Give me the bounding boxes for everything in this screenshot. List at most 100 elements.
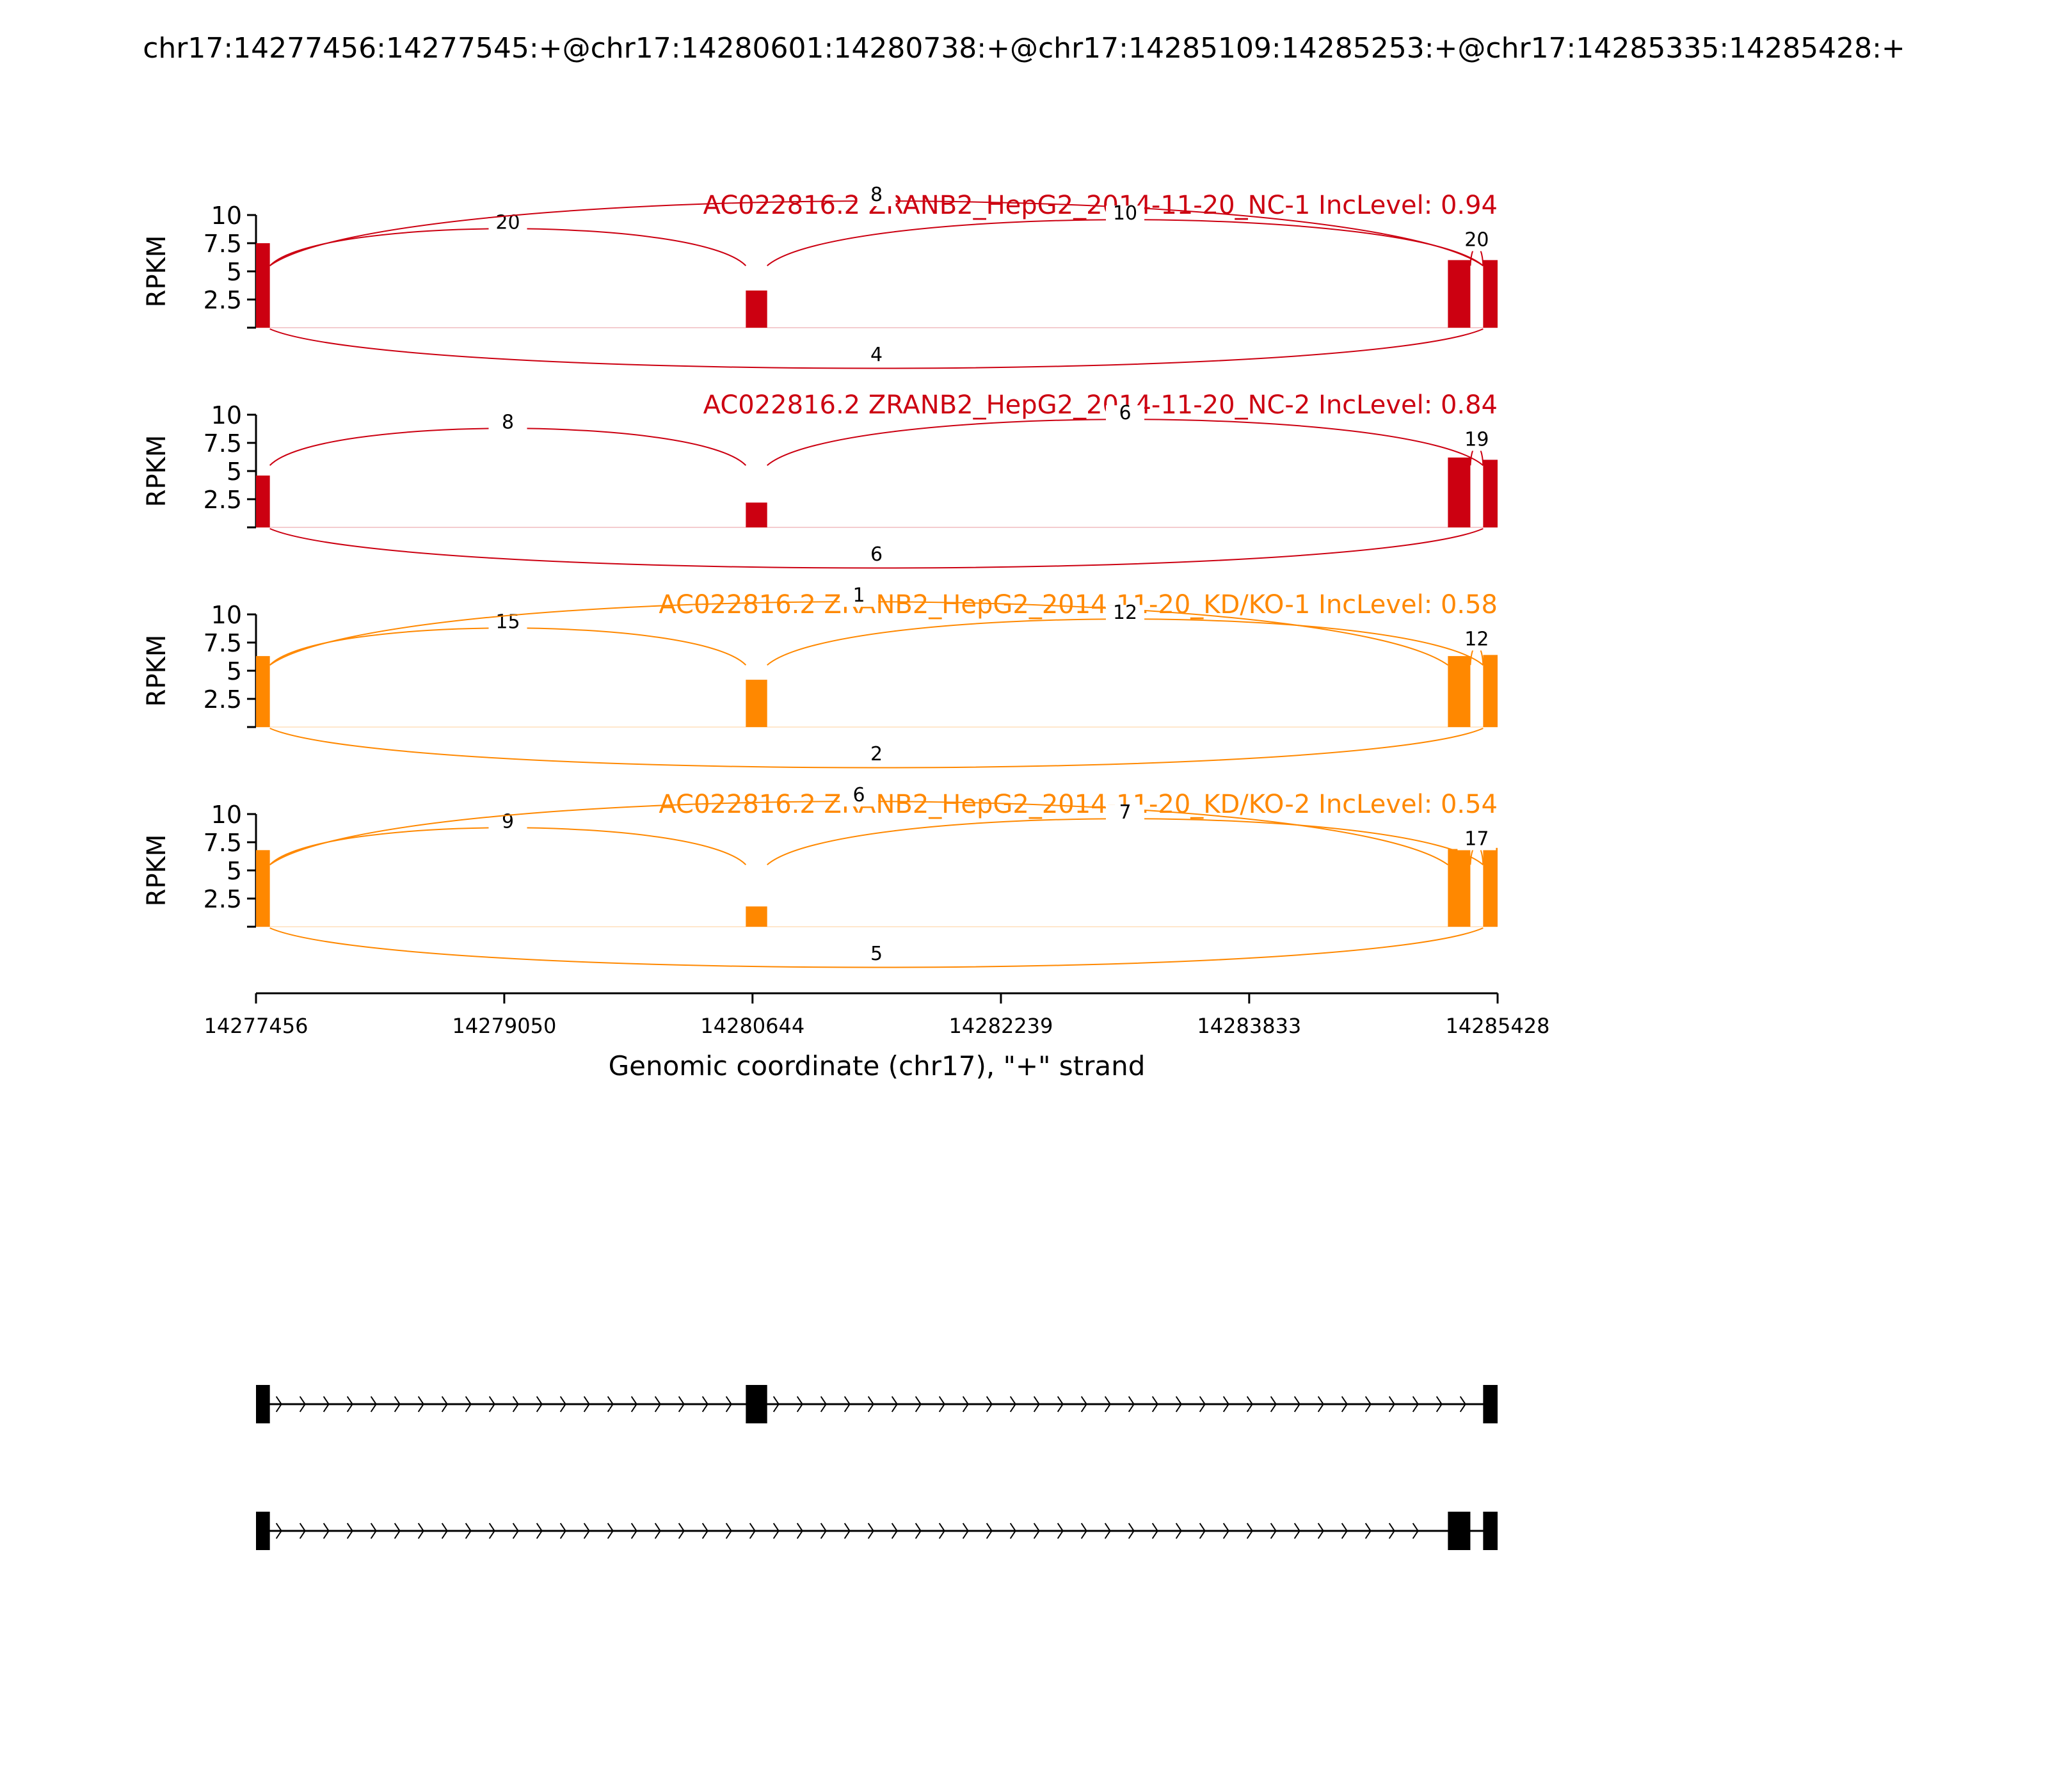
strand-arrow (1222, 1396, 1229, 1412)
junction-arc (767, 618, 1484, 666)
strand-arrow (299, 1396, 306, 1412)
junction-label-bg (857, 347, 896, 366)
isoform-exon (1448, 1512, 1471, 1550)
y-tick-label: 5 (227, 258, 242, 286)
y-axis-label: RPKM (142, 236, 172, 308)
strand-arrow (1057, 1396, 1064, 1412)
strand-arrow (1388, 1523, 1395, 1539)
strand-arrow (749, 1523, 756, 1539)
junction-count-label: 6 (1119, 402, 1131, 424)
y-tick-label: 10 (211, 401, 242, 429)
junction-label-bg (857, 946, 896, 965)
y-axis-label: RPKM (142, 835, 172, 907)
strand-arrow (583, 1523, 590, 1539)
strand-arrow (465, 1523, 472, 1539)
strand-arrow (275, 1523, 282, 1539)
strand-arrow (1104, 1396, 1111, 1412)
x-tick-label: 14280644 (700, 1014, 804, 1038)
y-tick-label: 7.5 (204, 429, 242, 458)
isoform-exon (746, 1385, 767, 1423)
isoform-exon (256, 1512, 270, 1550)
y-tick-label: 10 (211, 801, 242, 829)
strand-arrow (1317, 1523, 1324, 1539)
strand-arrow (630, 1396, 637, 1412)
junction-count-label: 2 (870, 743, 883, 765)
junction-label-bg (488, 414, 527, 434)
strand-arrow (607, 1523, 614, 1539)
track-2: 2.557.510 RPKM AC022816.2 ZRANB2_HepG2_201… (142, 390, 1498, 569)
junction-count-label: 9 (502, 810, 514, 833)
junction-count-label: 5 (870, 943, 883, 965)
y-tick-label: 2.5 (204, 885, 242, 913)
strand-arrow (1364, 1523, 1372, 1539)
exon-coverage-bar (746, 906, 767, 927)
strand-arrow (678, 1523, 685, 1539)
strand-arrow (323, 1396, 330, 1412)
strand-arrow (1412, 1523, 1419, 1539)
strand-arrow (323, 1523, 330, 1539)
strand-arrow (796, 1396, 803, 1412)
junction-count-label: 4 (870, 344, 883, 366)
strand-arrow (725, 1396, 732, 1412)
junction-label-bg (1106, 405, 1145, 425)
junction-count-label: 15 (495, 611, 520, 633)
junction-arc (269, 728, 1484, 769)
strand-arrow (607, 1396, 614, 1412)
strand-arrow (1364, 1396, 1372, 1412)
exon-coverage-bar (256, 243, 270, 328)
isoform-exon (1483, 1512, 1498, 1550)
y-tick-label: 7.5 (204, 829, 242, 857)
strand-arrow (915, 1396, 922, 1412)
strand-arrow (1317, 1396, 1324, 1412)
strand-arrow (441, 1523, 448, 1539)
junction-count-label: 8 (502, 411, 514, 433)
junction-arc (767, 219, 1484, 266)
strand-arrow (465, 1396, 472, 1412)
strand-arrow (844, 1523, 851, 1539)
junction-label-bg (1106, 205, 1145, 225)
junction-arc (269, 328, 1484, 369)
junction-count-label: 6 (852, 784, 865, 806)
strand-arrow (1128, 1523, 1135, 1539)
y-axis-label: RPKM (142, 635, 172, 707)
strand-arrow (1341, 1523, 1348, 1539)
strand-arrow (1009, 1396, 1016, 1412)
strand-arrow (772, 1523, 780, 1539)
y-tick-label: 2.5 (204, 685, 242, 714)
junction-label-bg (1106, 804, 1145, 824)
junction-arc (269, 428, 747, 466)
x-tick-label: 14283833 (1197, 1014, 1301, 1038)
exon-coverage-bar (256, 656, 270, 727)
strand-arrow (370, 1396, 377, 1412)
exon-coverage-bar (746, 502, 767, 527)
exon-coverage-bar (1448, 656, 1471, 727)
exon-coverage-bar (1448, 849, 1471, 927)
strand-arrow (915, 1523, 922, 1539)
strand-arrow (867, 1396, 874, 1412)
strand-arrow (1246, 1396, 1253, 1412)
exon-coverage-bar (1483, 260, 1498, 328)
exon-coverage-bar (256, 476, 270, 527)
strand-arrow (512, 1396, 519, 1412)
junction-count-label: 17 (1464, 828, 1489, 850)
strand-arrow (844, 1396, 851, 1412)
track-4: 2.5 5 7.510 RPKM AC022816.2 ZRANB2_HepG2_201… (142, 784, 1498, 968)
exon-coverage-bar (1483, 460, 1498, 527)
junction-count-label: 19 (1464, 428, 1489, 451)
strand-arrow (488, 1396, 495, 1412)
isoform-models (256, 1385, 1498, 1550)
isoform-exon (256, 1385, 270, 1423)
track-3: 2.557.510 RPKM AC022816.2 ZRANB2_HepG2_201… (142, 584, 1498, 769)
strand-arrow (1175, 1523, 1182, 1539)
junction-count-label: 12 (1464, 628, 1489, 650)
strand-arrow (1412, 1396, 1419, 1412)
strand-arrow (1033, 1523, 1040, 1539)
junction-label-bg (488, 214, 527, 234)
strand-arrow (654, 1523, 661, 1539)
strand-arrow (275, 1396, 282, 1412)
junction-label-bg (1457, 631, 1496, 651)
track-label: AC022816.2 ZRANB2_HepG2_2014-11-20_KD/KO… (659, 790, 1498, 819)
strand-arrow (536, 1396, 543, 1412)
